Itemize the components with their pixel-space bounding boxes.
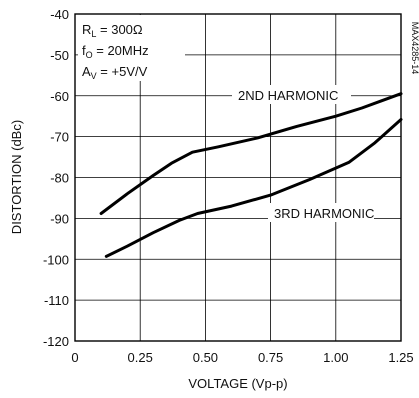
x-tick-label-5: 1.25 <box>388 350 413 365</box>
x-tick-label-2: 0.50 <box>193 350 218 365</box>
condition-rl: RL = 300Ω <box>82 22 143 39</box>
conditions-bg <box>78 15 185 81</box>
x-tick-label-0: 0 <box>71 350 78 365</box>
y-tick-label-4: -80 <box>50 171 69 186</box>
y-axis-ticks: -40 -50 -60 -70 -80 -90 -100 -110 -120 <box>43 7 69 349</box>
x-tick-label-4: 1.00 <box>323 350 348 365</box>
x-axis-ticks: 0 0.25 0.50 0.75 1.00 1.25 <box>71 350 413 365</box>
y-axis-title: DISTORTION (dBc) <box>9 120 24 234</box>
condition-av: AV = +5V/V <box>82 64 148 81</box>
label-2nd-bg <box>232 85 351 104</box>
y-tick-label-6: -100 <box>43 252 69 267</box>
x-tick-label-3: 0.75 <box>258 350 283 365</box>
y-tick-label-5: -90 <box>50 211 69 226</box>
x-tick-label-1: 0.25 <box>128 350 153 365</box>
label-3rd-harmonic: 3RD HARMONIC <box>274 206 374 221</box>
series-line-2nd-harmonic <box>99 92 403 215</box>
label-2nd-harmonic: 2ND HARMONIC <box>238 88 338 103</box>
y-tick-label-2: -60 <box>50 89 69 104</box>
x-axis-title: VOLTAGE (Vp-p) <box>188 376 287 391</box>
series-line-3rd-harmonic <box>104 118 403 258</box>
y-tick-label-1: -50 <box>50 48 69 63</box>
y-tick-label-3: -70 <box>50 130 69 145</box>
y-tick-label-8: -120 <box>43 334 69 349</box>
y-tick-label-7: -110 <box>44 293 69 308</box>
plot-frame <box>74 13 402 342</box>
part-number: MAX4285-14 <box>410 22 419 75</box>
label-3rd-bg <box>268 203 374 222</box>
y-tick-label-0: -40 <box>50 7 69 22</box>
condition-f0: fO = 20MHz <box>82 43 149 60</box>
series-lines <box>99 92 403 258</box>
